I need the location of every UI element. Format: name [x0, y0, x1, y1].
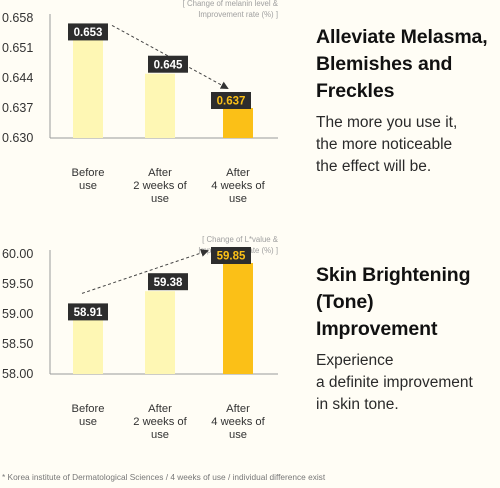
value-label: 0.645	[154, 59, 183, 71]
value-label-box	[68, 23, 108, 41]
category-label: After	[226, 403, 250, 415]
value-label-box	[211, 247, 251, 264]
chart-title-line: [ Change of melanin level &	[183, 0, 279, 8]
y-tick-label: 0.658	[2, 11, 33, 25]
bar	[145, 291, 175, 374]
chart-title-line: [ Change of L*value &	[202, 236, 279, 244]
y-tick-label: 0.651	[2, 41, 33, 55]
brightening-description: Experience a definite improvement in ski…	[316, 352, 473, 413]
chart-title-line: Improvement rate (%) ]	[198, 10, 278, 19]
brightening-section: Skin Brightening (Tone) Improvement Expe…	[316, 262, 500, 416]
melasma-description: The more you use it, the more noticeable…	[316, 114, 458, 175]
melasma-section: Alleviate Melasma, Blemishes and Freckle…	[316, 24, 500, 178]
y-tick-label: 59.50	[2, 277, 33, 291]
category-label: use	[79, 416, 97, 428]
footnote: * Korea institute of Dermatological Scie…	[2, 472, 326, 482]
trend-arrow	[81, 249, 209, 294]
y-tick-label: 60.00	[2, 247, 33, 261]
category-label: 4 weeks of	[211, 416, 265, 428]
category-label: Before	[72, 403, 105, 415]
category-label: use	[229, 193, 247, 205]
category-label: Before	[72, 167, 105, 179]
melanin-chart: [ Change of melanin level & Improvement r…	[2, 0, 279, 205]
category-label: use	[229, 429, 247, 441]
bar	[145, 73, 175, 138]
category-label: use	[151, 429, 169, 441]
category-label: 2 weeks of	[133, 180, 187, 192]
value-label-box	[148, 273, 188, 291]
y-tick-label: 0.630	[2, 131, 33, 145]
category-label: After	[148, 403, 172, 415]
bar	[73, 319, 103, 374]
value-label: 59.38	[154, 277, 183, 289]
y-tick-label: 58.50	[2, 337, 33, 351]
value-label: 0.637	[217, 96, 246, 108]
category-label: After	[226, 167, 250, 179]
value-label-box	[68, 303, 108, 321]
bar	[73, 39, 103, 138]
bar	[223, 108, 253, 138]
bar	[223, 263, 253, 374]
y-tick-label: 0.644	[2, 71, 33, 85]
y-tick-label: 59.00	[2, 307, 33, 321]
category-label: 4 weeks of	[211, 180, 265, 192]
category-label: 2 weeks of	[133, 416, 187, 428]
value-label-box	[211, 92, 251, 109]
y-tick-label: 0.637	[2, 101, 33, 115]
value-label: 0.653	[74, 27, 103, 39]
brightening-title: Skin Brightening (Tone) Improvement	[316, 264, 471, 340]
category-label: After	[148, 167, 172, 179]
category-label: use	[151, 193, 169, 205]
y-tick-label: 58.00	[2, 367, 33, 381]
value-label: 58.91	[74, 307, 103, 319]
value-label-box	[148, 55, 188, 73]
lvalue-chart: [ Change of L*value &Improvement rate (%…	[2, 236, 279, 441]
melasma-title: Alleviate Melasma, Blemishes and Freckle…	[316, 26, 488, 102]
category-label: use	[79, 180, 97, 192]
value-label: 59.85	[217, 251, 246, 263]
